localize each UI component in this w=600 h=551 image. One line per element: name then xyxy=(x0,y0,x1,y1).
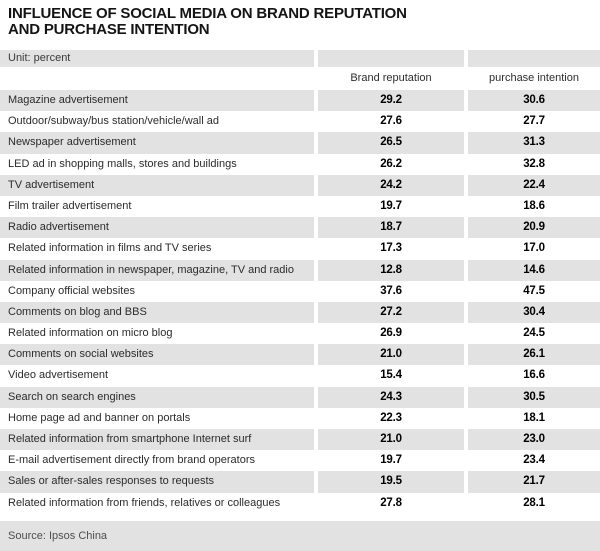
brand-reputation-value: 24.3 xyxy=(314,386,464,408)
brand-reputation-value: 26.2 xyxy=(314,153,464,175)
brand-reputation-value: 17.3 xyxy=(314,238,464,260)
table-row: TV advertisement 24.2 22.4 xyxy=(0,174,600,196)
title-line-1: INFLUENCE OF SOCIAL MEDIA ON BRAND REPUT… xyxy=(8,5,407,22)
purchase-intention-value: 23.0 xyxy=(464,429,600,451)
purchase-intention-value: 30.4 xyxy=(464,301,600,324)
table-row: Sales or after-sales responses to reques… xyxy=(0,471,600,493)
unit-bar-cell-brand xyxy=(314,50,464,67)
row-label: Company official websites xyxy=(8,284,135,297)
brand-reputation-value: 19.5 xyxy=(314,471,464,493)
row-label: Film trailer advertisement xyxy=(8,199,132,212)
purchase-intention-value: 18.6 xyxy=(464,195,600,218)
brand-reputation-value: 27.6 xyxy=(314,111,464,133)
table-body: Magazine advertisement 29.2 30.6 Outdoor/su… xyxy=(0,90,600,514)
brand-reputation-value: 19.7 xyxy=(314,195,464,218)
purchase-intention-value: 14.6 xyxy=(464,259,600,281)
table-row: Comments on social websites 21.0 26.1 xyxy=(0,344,600,366)
brand-reputation-value: 12.8 xyxy=(314,259,464,281)
brand-reputation-value: 37.6 xyxy=(314,280,464,302)
table-row: E-mail advertisement directly from brand… xyxy=(0,450,600,472)
empty-header-cell xyxy=(0,67,314,90)
row-label: Video advertisement xyxy=(8,369,109,382)
row-label: Outdoor/subway/bus station/vehicle/wall … xyxy=(8,115,219,128)
unit-bar: Unit: percent xyxy=(0,50,600,67)
purchase-intention-value: 26.1 xyxy=(464,344,600,366)
row-label: Comments on blog and BBS xyxy=(0,301,314,324)
row-label: Home page ad and banner on portals xyxy=(8,411,191,424)
brand-reputation-value: 26.9 xyxy=(314,323,464,345)
row-label: Search on search engines xyxy=(0,386,314,408)
brand-reputation-value: 18.7 xyxy=(314,217,464,239)
row-label: Sales or after-sales responses to reques… xyxy=(0,471,314,493)
col-header-purchase-intention: purchase intention xyxy=(464,67,600,90)
brand-reputation-value: 19.7 xyxy=(314,450,464,472)
page-title: INFLUENCE OF SOCIAL MEDIA ON BRAND REPUT… xyxy=(0,0,600,38)
col-header-brand-reputation: Brand reputation xyxy=(314,67,464,90)
table-row: Outdoor/subway/bus station/vehicle/wall … xyxy=(0,111,600,133)
purchase-intention-value: 21.7 xyxy=(464,471,600,493)
purchase-intention-value: 22.4 xyxy=(464,174,600,196)
brand-reputation-value: 15.4 xyxy=(314,365,464,387)
purchase-intention-value: 16.6 xyxy=(464,365,600,387)
row-label: Related information on micro blog xyxy=(8,327,173,340)
table-row: Related information in films and TV seri… xyxy=(0,238,600,260)
purchase-intention-value: 30.5 xyxy=(464,386,600,408)
table-row: Home page ad and banner on portals 22.3 18… xyxy=(0,407,600,429)
brand-reputation-value: 27.2 xyxy=(314,301,464,324)
column-headers: Brand reputation purchase intention xyxy=(0,67,600,90)
purchase-intention-value: 20.9 xyxy=(464,217,600,239)
table-row: Comments on blog and BBS 27.2 30.4 xyxy=(0,301,600,324)
row-label: Comments on social websites xyxy=(0,344,314,366)
purchase-intention-value: 28.1 xyxy=(464,492,600,514)
table-row: LED ad in shopping malls, stores and bui… xyxy=(0,153,600,175)
table-row: Search on search engines 24.3 30.5 xyxy=(0,386,600,408)
purchase-intention-value: 17.0 xyxy=(464,238,600,260)
brand-reputation-value: 21.0 xyxy=(314,344,464,366)
unit-bar-cell-purchase xyxy=(464,50,600,67)
brand-reputation-value: 21.0 xyxy=(314,429,464,451)
purchase-intention-value: 18.1 xyxy=(464,407,600,429)
table-row: Video advertisement 15.4 16.6 xyxy=(0,365,600,387)
row-label: Related information in films and TV seri… xyxy=(8,242,212,255)
brand-reputation-value: 27.8 xyxy=(314,492,464,514)
purchase-intention-value: 47.5 xyxy=(464,280,600,302)
purchase-intention-value: 23.4 xyxy=(464,450,600,472)
brand-reputation-value: 26.5 xyxy=(314,132,464,154)
table-row: Related information from smartphone Inte… xyxy=(0,429,600,451)
purchase-intention-value: 24.5 xyxy=(464,323,600,345)
table-row: Radio advertisement 18.7 20.9 xyxy=(0,217,600,239)
row-label: Related information from smartphone Inte… xyxy=(0,429,314,451)
brand-reputation-value: 29.2 xyxy=(314,90,464,112)
table-row: Related information in newspaper, magazi… xyxy=(0,259,600,281)
purchase-intention-value: 27.7 xyxy=(464,111,600,133)
brand-reputation-value: 22.3 xyxy=(314,407,464,429)
row-label: LED ad in shopping malls, stores and bui… xyxy=(8,157,237,170)
title-line-2: AND PURCHASE INTENTION xyxy=(8,21,210,38)
row-label: E-mail advertisement directly from brand… xyxy=(8,454,255,467)
unit-label: Unit: percent xyxy=(0,50,314,67)
table-row: Newspaper advertisement 26.5 31.3 xyxy=(0,132,600,154)
purchase-intention-value: 31.3 xyxy=(464,132,600,154)
row-label: Newspaper advertisement xyxy=(0,132,314,154)
table-row: Magazine advertisement 29.2 30.6 xyxy=(0,90,600,112)
purchase-intention-value: 30.6 xyxy=(464,90,600,112)
table-row: Related information from friends, relati… xyxy=(0,492,600,514)
row-label: Related information from friends, relati… xyxy=(8,496,281,509)
row-label: TV advertisement xyxy=(0,174,314,196)
row-label: Radio advertisement xyxy=(0,217,314,239)
table-row: Company official websites 37.6 47.5 xyxy=(0,280,600,302)
row-label: Related information in newspaper, magazi… xyxy=(0,259,314,281)
row-label: Magazine advertisement xyxy=(0,90,314,112)
source-bar: Source: Ipsos China xyxy=(0,521,600,551)
brand-reputation-value: 24.2 xyxy=(314,174,464,196)
table-row: Related information on micro blog 26.9 24.… xyxy=(0,323,600,345)
table-row: Film trailer advertisement 19.7 18.6 xyxy=(0,195,600,218)
purchase-intention-value: 32.8 xyxy=(464,153,600,175)
